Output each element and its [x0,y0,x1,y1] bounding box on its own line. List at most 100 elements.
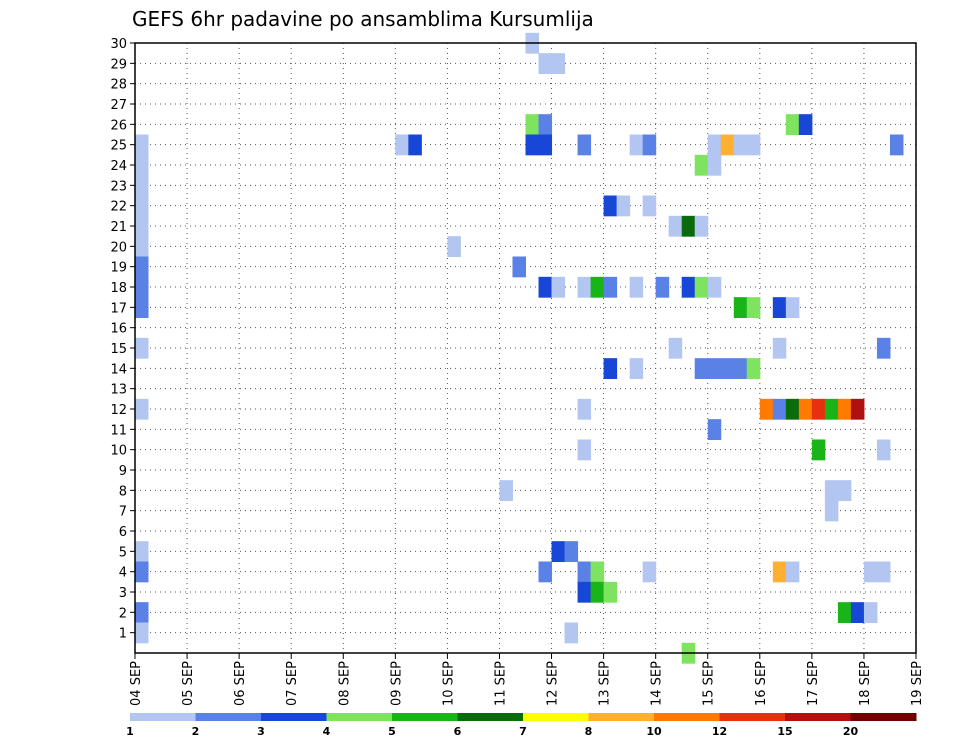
precip-cell [629,276,644,298]
x-tick-label: 18 SEP [858,661,873,706]
precip-cell [603,276,618,298]
precip-cell [577,581,592,603]
precip-cell [772,561,787,583]
precip-cell [668,215,683,237]
y-tick-label: 17 [110,301,127,316]
x-tick-label: 10 SEP [441,661,456,706]
y-tick-label: 20 [110,240,127,255]
precip-cell [746,358,761,379]
precip-cell [694,276,709,298]
y-tick-label: 9 [119,464,127,479]
precip-cell [135,398,149,420]
x-tick-label: 06 SEP [233,661,248,706]
y-tick-label: 3 [119,586,127,601]
precip-cell [824,480,839,501]
precip-cell [694,358,709,379]
precip-cell [135,561,149,583]
y-tick-label: 18 [110,281,127,296]
y-tick-label: 7 [119,505,127,520]
precip-cell [798,398,813,420]
y-tick-label: 2 [119,606,127,621]
precip-cell [538,114,553,135]
precip-cell [538,134,553,156]
precip-cell [551,53,566,74]
y-tick-label: 15 [110,342,127,357]
legend-swatch [457,713,524,721]
precip-cell [577,398,592,420]
y-tick-label: 23 [110,179,127,194]
precip-cell [538,276,553,298]
precip-cell [525,134,540,156]
legend-swatch [130,713,196,721]
y-tick-label: 19 [110,261,127,276]
precip-cell [551,541,566,562]
precip-cell [577,134,592,156]
y-tick-label: 1 [119,627,127,642]
y-tick-label: 24 [110,159,127,174]
precip-cell [447,236,461,257]
y-tick-label: 11 [110,423,127,438]
legend-label: 5 [388,725,396,738]
precip-cell [577,561,592,583]
legend-label: 15 [777,725,792,738]
precip-cell [135,195,149,217]
precip-cell [135,154,149,176]
y-tick-label: 28 [110,78,127,93]
legend-swatch [195,713,262,721]
precip-cell [681,215,696,237]
precip-cell [135,134,149,156]
data-cells [135,32,904,664]
precip-cell [863,561,878,583]
y-tick-label: 29 [110,57,127,72]
legend-swatch [588,713,655,721]
y-tick-label: 4 [119,566,127,581]
legend-swatch [261,713,327,721]
y-axis-ticks: 1234567891011121314151617181920212223242… [110,37,135,642]
legend-label: 6 [454,725,462,738]
precip-cell [785,561,800,583]
legend-swatch [523,713,589,721]
x-tick-label: 11 SEP [493,661,508,706]
precip-cell [681,276,696,298]
y-tick-label: 30 [110,37,127,52]
precip-cell [135,602,149,623]
precip-cell [135,215,149,237]
y-tick-label: 26 [110,118,127,133]
precip-cell [512,256,526,278]
precip-cell [395,134,409,156]
precip-cell [603,195,618,217]
precip-cell [629,134,644,156]
precip-cell [590,561,605,583]
x-tick-label: 16 SEP [754,661,769,706]
precip-cell [850,602,865,623]
precip-cell [759,398,774,420]
y-tick-label: 12 [110,403,127,418]
precip-cell [642,134,657,156]
precip-cell [837,398,852,420]
precip-cell [525,114,540,135]
precip-cell [135,236,149,257]
precip-cell [135,337,149,359]
precip-cell [629,358,644,379]
precip-cell [551,276,566,298]
precip-cell [642,195,657,217]
precip-cell [564,622,579,644]
legend-label: 2 [192,725,200,738]
precip-cell [811,398,826,420]
precip-cell [135,622,149,644]
precip-cell [733,134,748,156]
precip-cell [642,561,657,583]
precip-cell [824,500,839,522]
precip-cell [135,276,149,298]
legend-label: 8 [585,725,593,738]
precip-cell [707,358,722,379]
precip-cell [720,358,735,379]
x-tick-label: 12 SEP [546,661,561,706]
precip-cell [590,581,605,603]
x-tick-label: 14 SEP [650,661,665,706]
precip-cell [590,276,605,298]
precip-cell [135,256,149,278]
precip-cell [850,398,865,420]
precip-cell [707,276,722,298]
